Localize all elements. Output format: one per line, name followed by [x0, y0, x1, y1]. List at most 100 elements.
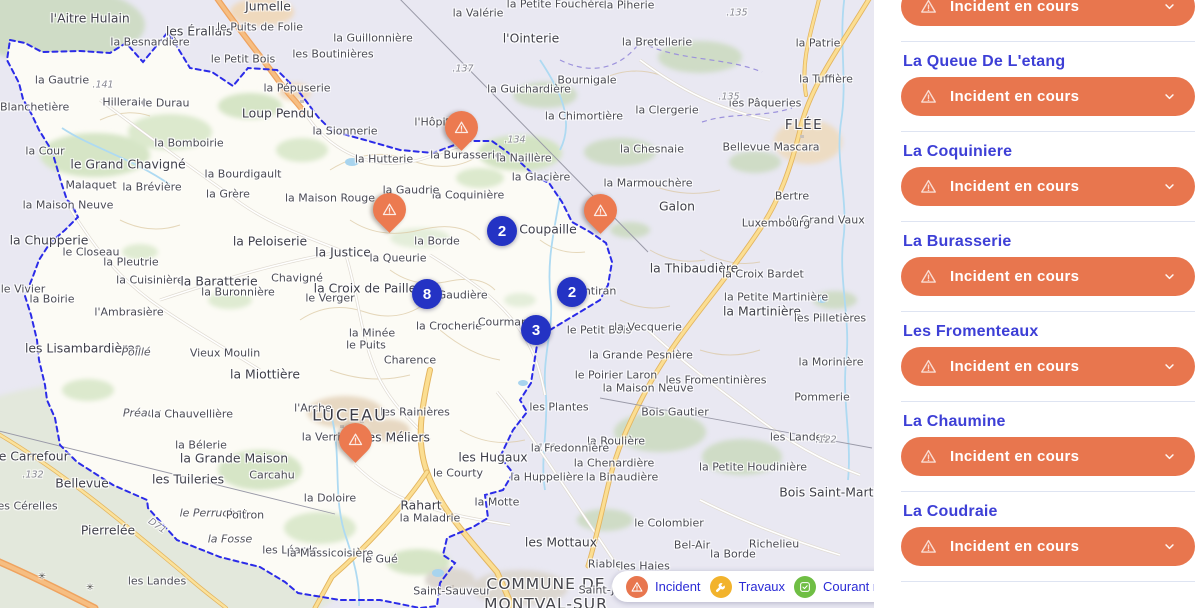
- map-label: la Maladrie: [399, 511, 461, 525]
- map-label: la Morinière: [798, 355, 864, 369]
- incident-status-button[interactable]: Incident en cours: [901, 527, 1195, 566]
- map-label: les Pâqueries: [728, 96, 802, 110]
- map-label: Pierrelée: [80, 522, 136, 538]
- incident-section: Les Fromenteaux Incident en cours: [901, 324, 1195, 402]
- map-label: les Lisambardières: [24, 340, 142, 356]
- legend-item: Travaux: [709, 575, 786, 598]
- map-label: Bellevue: [55, 475, 109, 491]
- map-label: .135: [718, 91, 740, 103]
- section-title: La Queue De L'etang: [903, 53, 1066, 70]
- incident-status-button[interactable]: Incident en cours: [901, 257, 1195, 296]
- map-label: les Boutinières: [292, 47, 374, 61]
- map-label: Bel-Air: [673, 538, 711, 552]
- warning-triangle-icon: [919, 447, 938, 466]
- works-icon: [709, 575, 732, 598]
- warning-triangle-icon: [445, 111, 478, 144]
- cluster-badge[interactable]: 3: [521, 315, 551, 345]
- map-label: la Chesnaie: [620, 142, 684, 156]
- chevron-down-icon: [1162, 269, 1177, 284]
- map-label: la Glacière: [511, 170, 571, 184]
- incident-status-button[interactable]: Incident en cours: [901, 437, 1195, 476]
- map-label: Coupaille: [519, 221, 577, 237]
- incident-section: La Queue De L'etang Incident en cours: [901, 54, 1195, 132]
- incident-pin[interactable]: [437, 104, 485, 151]
- map-label: ✳: [38, 572, 46, 582]
- map-label: Chavigné: [271, 271, 323, 285]
- warning-triangle-icon: [919, 357, 938, 376]
- map-label: .135: [726, 7, 748, 19]
- map-label: .122: [815, 434, 837, 446]
- section-title: La Coquiniere: [903, 143, 1013, 160]
- map-label: la Massicoisière: [286, 546, 374, 560]
- map-label: .134: [504, 134, 526, 146]
- map-canvas[interactable]: Jumelle l'Aitre Hulain la Besnardière les É…: [0, 0, 874, 608]
- map-label: la Cour: [25, 144, 65, 158]
- map-label: COMMUNE DE: [486, 575, 606, 593]
- status-label: Incident en cours: [950, 538, 1080, 555]
- map-label: les Fromentinières: [665, 373, 767, 387]
- map-label: Richelieu: [748, 537, 800, 551]
- map-label: la Chupperie: [9, 232, 89, 248]
- map-label: .106: [534, 442, 556, 454]
- map-label: Luxembourg: [741, 216, 811, 230]
- map-label: la Maison Neuve: [22, 198, 114, 212]
- map-label: la Naillère: [496, 151, 552, 165]
- warning-triangle-icon: [919, 87, 938, 106]
- map-label: LUCEAU: [312, 405, 388, 425]
- map-label: les Plantes: [529, 400, 589, 414]
- incident-status-button[interactable]: Incident en cours: [901, 167, 1195, 206]
- map-label: le Petit Bois: [566, 323, 632, 337]
- map-label: l'Ambrasière: [94, 305, 164, 319]
- section-divider: [901, 311, 1195, 312]
- map-label: ✳: [86, 583, 94, 593]
- incident-status-button[interactable]: Incident en cours: [901, 0, 1195, 26]
- incident-status-button[interactable]: Incident en cours: [901, 347, 1195, 386]
- section-title: Les Fromenteaux: [903, 323, 1039, 340]
- cluster-badge[interactable]: 8: [412, 279, 442, 309]
- chevron-down-icon: [1162, 539, 1177, 554]
- map-label: la Maison Neuve: [602, 381, 694, 395]
- map-label: Hilleraie: [102, 95, 148, 109]
- map-label: le Colombier: [634, 516, 704, 530]
- incident-section: La Burasserie Incident en cours: [901, 234, 1195, 312]
- map-label: Galon: [658, 198, 696, 214]
- map-label: la Clergerie: [635, 103, 699, 117]
- map-label: FLÉE: [784, 117, 824, 133]
- legend-label: Travaux: [738, 579, 786, 594]
- map-label: la Brévière: [122, 180, 182, 194]
- map-label: Rahart: [400, 497, 442, 513]
- map-label: le Puits: [346, 338, 386, 352]
- map-label: la Maison Rouge: [284, 191, 376, 205]
- incident-status-button[interactable]: Incident en cours: [901, 77, 1195, 116]
- map-label: la Bomboirie: [154, 136, 224, 150]
- map-label: l'Arche: [294, 401, 332, 415]
- incident-section: Incident en cours: [901, 0, 1195, 42]
- incident-pin[interactable]: [576, 187, 624, 234]
- map-label: la Minée: [348, 326, 396, 340]
- map-label: la Bretellerie: [621, 35, 693, 49]
- warning-triangle-icon: [339, 423, 372, 456]
- section-divider: [901, 131, 1195, 132]
- incident-pin[interactable]: [331, 416, 379, 463]
- warning-triangle-icon: [919, 177, 938, 196]
- map-label: la Gaudrie: [382, 183, 440, 197]
- map-label: la Binaudière: [585, 470, 659, 484]
- cluster-badge[interactable]: 2: [557, 277, 587, 307]
- map-label: le Courty: [432, 466, 484, 480]
- incident-section: La Coudraie Incident en cours: [901, 504, 1195, 582]
- map-label: Bellevue Mascara: [722, 140, 820, 154]
- cluster-badge[interactable]: 2: [487, 216, 517, 246]
- map-label: les Haies: [620, 559, 670, 573]
- map-label: .137: [452, 63, 474, 75]
- map-label: la Piherie: [603, 0, 655, 12]
- map-label: la Borde: [414, 234, 460, 248]
- map-label: Riable: [587, 557, 623, 571]
- map-label: le Closeau: [62, 245, 120, 259]
- section-divider: [901, 401, 1195, 402]
- status-label: Incident en cours: [950, 268, 1080, 285]
- map-label: MONTVAL-SUR: [484, 595, 608, 608]
- map-label: la Chenardière: [573, 456, 655, 470]
- map-label: les Mottaux: [524, 534, 598, 550]
- incident-pin[interactable]: [365, 186, 413, 233]
